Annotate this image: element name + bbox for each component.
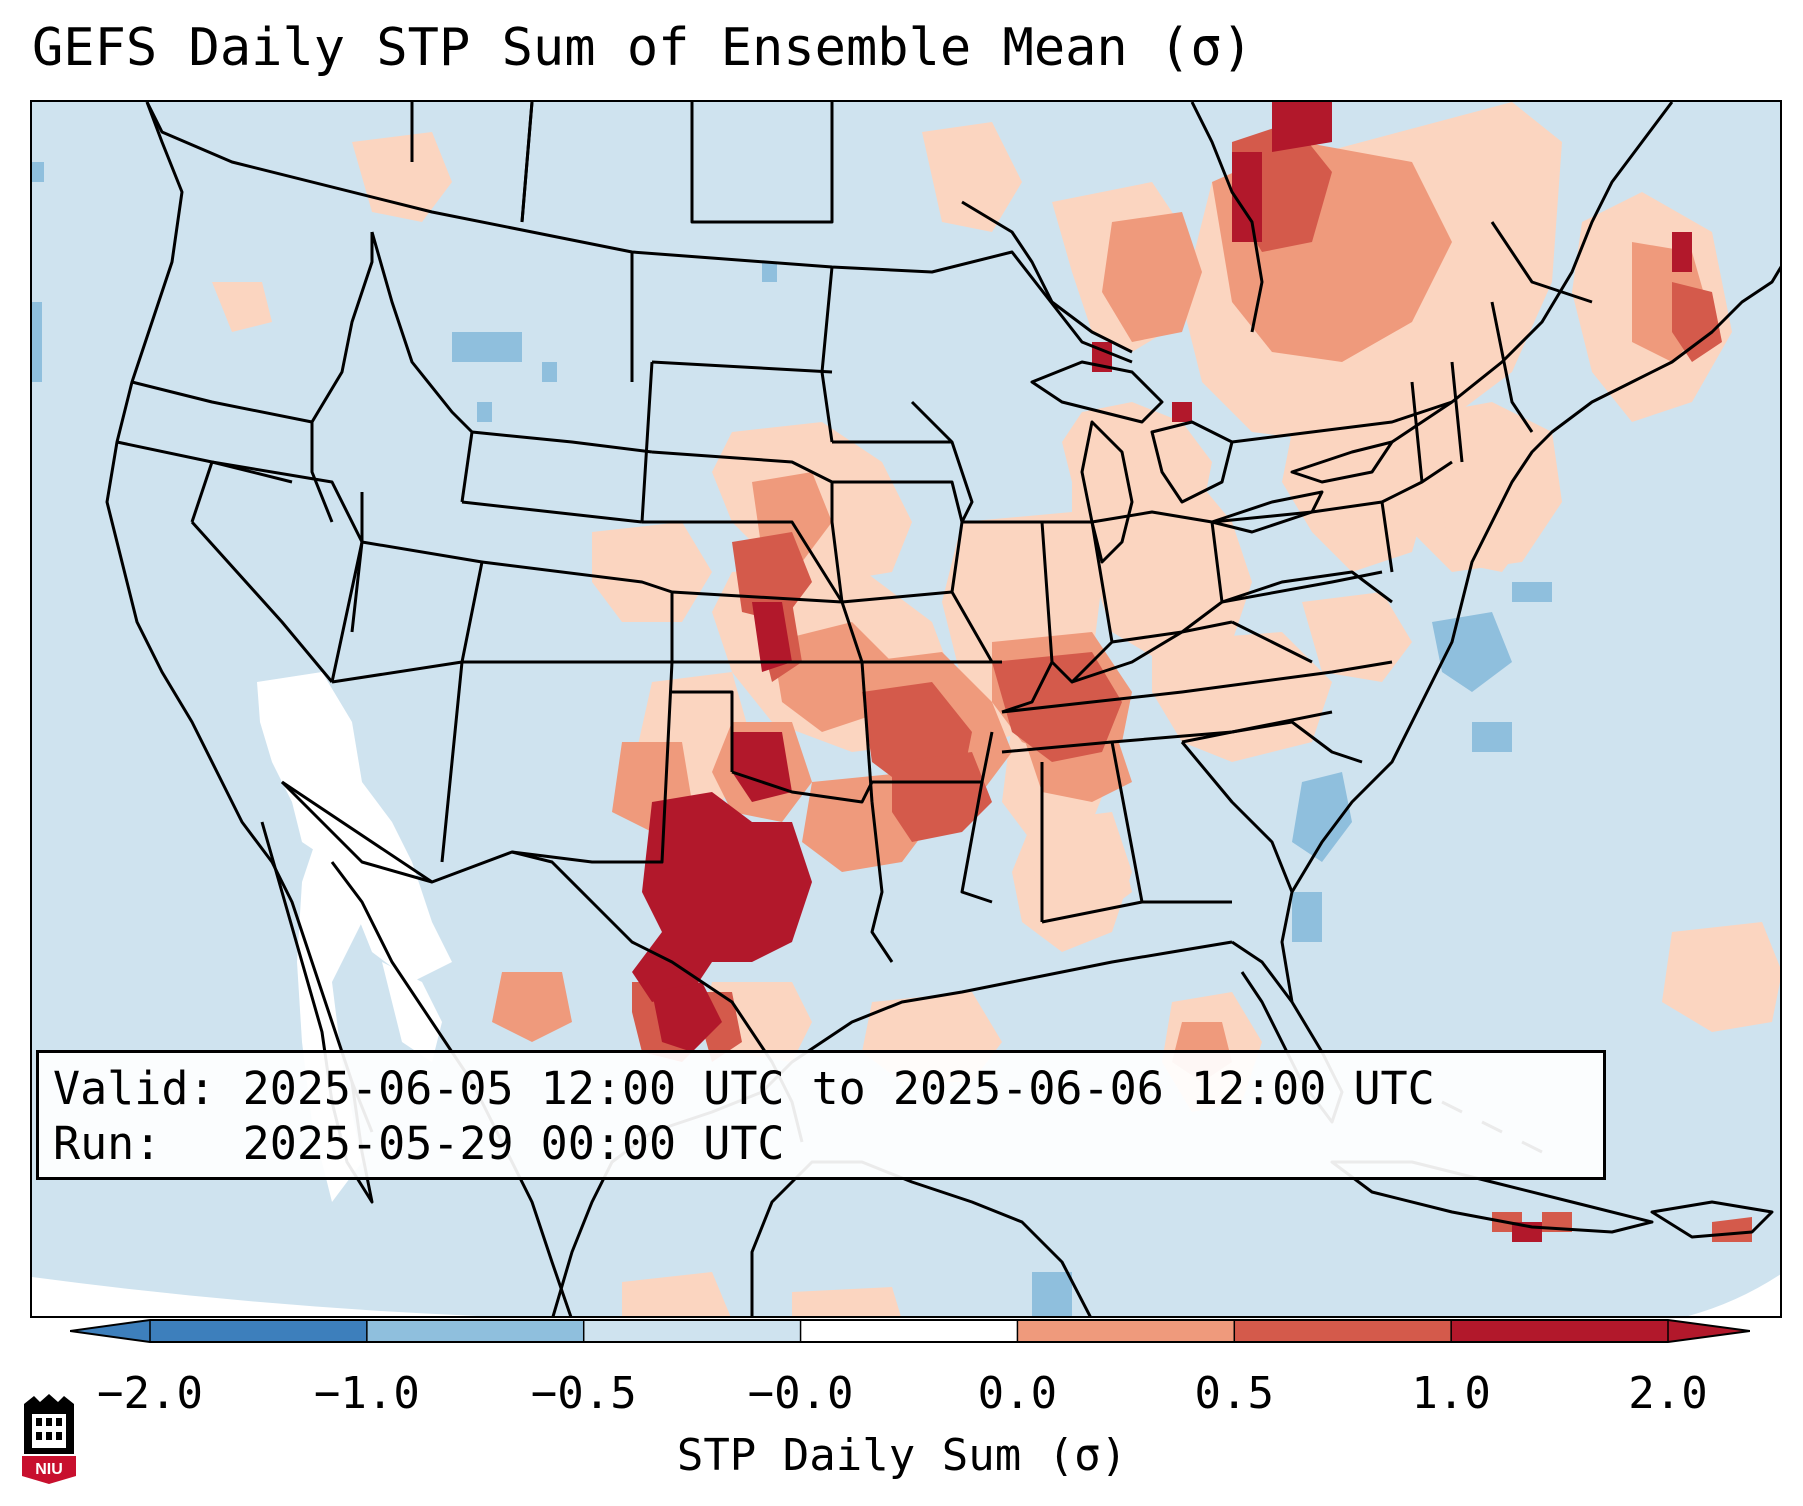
colorbar-segment [1234,1320,1452,1342]
run-value: 2025-05-29 00:00 UTC [242,1117,785,1170]
map-title: GEFS Daily STP Sum of Ensemble Mean (σ) [32,18,1253,78]
colorbar-segment [1451,1320,1669,1342]
projection-corner-left [32,1277,478,1316]
colorbar-arrow-right [1668,1320,1750,1342]
valid-label: Valid: [53,1062,216,1115]
colorbar-tick-label: 1.0 [1411,1368,1491,1419]
logo-text: NIU [35,1461,63,1478]
colorbar-segment [583,1320,802,1342]
run-label: Run: [53,1117,162,1170]
colorbar-tick-label: 2.0 [1628,1368,1708,1419]
colorbar-tick-label: 0.0 [977,1368,1058,1419]
colorbar-tick-label: −1.0 [313,1368,420,1419]
colorbar-arrow-left [70,1320,150,1342]
niu-logo-icon: NIU [22,1394,76,1484]
colorbar-segment [150,1320,368,1342]
valid-value: 2025-06-05 12:00 UTC to 2025-06-06 12:00… [242,1062,1435,1115]
colorbar-tick-label: −0.5 [530,1368,637,1419]
colorbar [70,1319,1750,1343]
colorbar-segment [800,1320,1018,1342]
colorbar-segment [1017,1320,1235,1342]
colorbar-tick-label: −0.0 [747,1368,854,1419]
colorbar-segment [366,1320,585,1342]
extreme-positive-areas [632,102,1692,1242]
political-borders [116,102,1593,1143]
light-negative-areas [32,162,1552,1316]
projection-corner-right [1688,1274,1780,1316]
valid-run-info-box: Valid: 2025-06-05 12:00 UTC to 2025-06-0… [36,1050,1606,1180]
colorbar-tick-label: −2.0 [97,1368,203,1419]
colorbar-label: STP Daily Sum (σ) [676,1430,1128,1481]
colorbar-tick-label: 0.5 [1194,1368,1275,1419]
